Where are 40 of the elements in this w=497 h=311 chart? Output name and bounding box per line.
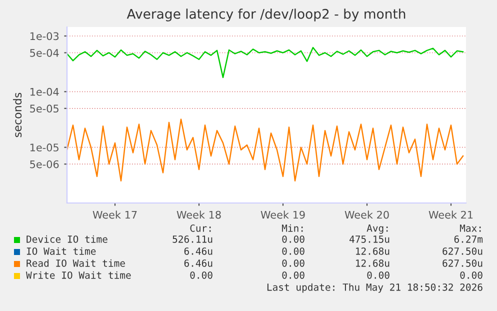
text: 0.00 bbox=[367, 271, 390, 279]
text: 0.00 bbox=[282, 247, 304, 255]
x-tick-label: Week 18 bbox=[176, 210, 221, 219]
y-tick-label: 1e-03 bbox=[30, 32, 59, 40]
text: Last update: Thu May 21 18:50:32 2026 bbox=[267, 283, 482, 293]
text: 0.00 bbox=[460, 271, 482, 279]
text: Max: bbox=[460, 224, 481, 232]
text: Min: bbox=[282, 224, 303, 232]
text: 6.46u bbox=[184, 259, 212, 267]
text: 12.68u bbox=[356, 259, 390, 267]
y-tick-label: 5e-04 bbox=[30, 48, 59, 57]
x-tick-label: Week 20 bbox=[344, 210, 389, 219]
legend-label: Read IO Wait time bbox=[26, 259, 125, 267]
x-tick-label: Week 19 bbox=[260, 210, 305, 219]
y-axis-title: seconds bbox=[13, 92, 22, 138]
text: 526.11u bbox=[172, 235, 212, 243]
chart-title: Average latency for /dev/loop2 - by month bbox=[126, 8, 406, 22]
text: 475.15u bbox=[350, 236, 390, 243]
text: 627.50u bbox=[442, 247, 482, 255]
text: 6.27m bbox=[454, 235, 483, 243]
legend-label: IO Wait time bbox=[26, 247, 96, 255]
legend-label: Write IO Wait time bbox=[26, 271, 131, 279]
text: Cur: bbox=[190, 224, 211, 232]
y-tick-label: 5e-06 bbox=[30, 160, 59, 168]
line-series bbox=[67, 118, 464, 182]
text: Avg: bbox=[366, 224, 388, 234]
x-tick-label: Week 17 bbox=[92, 210, 137, 219]
text: 12.68u bbox=[356, 247, 390, 255]
y-tick-label: 5e-05 bbox=[30, 104, 58, 113]
line-series bbox=[67, 46, 464, 78]
y-tick-label: 1e-05 bbox=[30, 144, 58, 152]
legend-label: Device IO time bbox=[26, 235, 108, 243]
text: 627.50u bbox=[442, 259, 482, 267]
y-tick-label: 1e-04 bbox=[30, 88, 59, 96]
text: 0.00 bbox=[190, 271, 212, 279]
text: 0.00 bbox=[282, 259, 304, 267]
text: 6.46u bbox=[184, 247, 212, 255]
text: 0.00 bbox=[282, 271, 304, 279]
x-tick-label: Week 21 bbox=[428, 210, 473, 219]
text: 0.00 bbox=[282, 235, 304, 243]
